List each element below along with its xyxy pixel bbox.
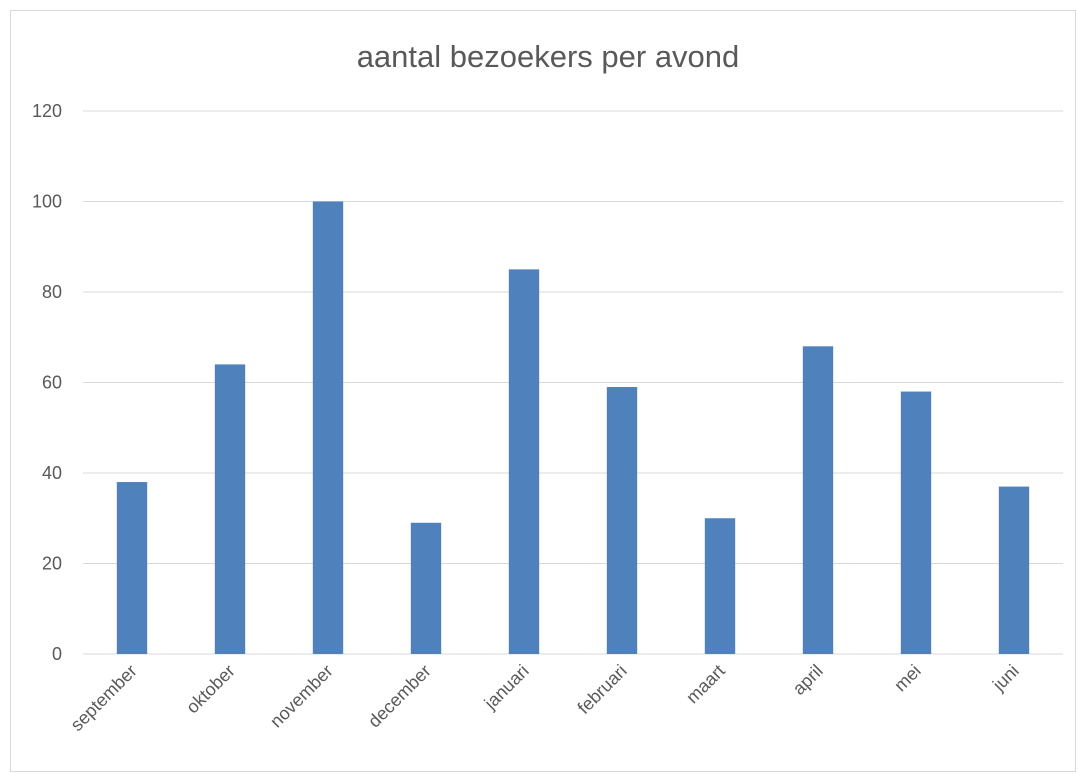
- x-tick-label-juni: juni: [988, 661, 1023, 696]
- y-tick-label: 60: [42, 373, 62, 393]
- x-tick-label-januari: januari: [480, 661, 533, 714]
- bar-juni: [998, 486, 1030, 654]
- x-tick-label-oktober: oktober: [182, 661, 239, 718]
- x-tick-label-maart: maart: [682, 661, 729, 708]
- y-axis-ticks: 0 20 40 60 80 100 120: [32, 101, 62, 664]
- y-tick-label: 20: [42, 554, 62, 574]
- bar-februari: [606, 387, 638, 654]
- x-tick-label-mei: mei: [890, 661, 925, 696]
- y-tick-label: 100: [32, 192, 62, 212]
- x-tick-label-september: september: [67, 661, 141, 735]
- y-tick-label: 120: [32, 101, 62, 121]
- bar-maart: [704, 518, 736, 654]
- bar-december: [410, 522, 442, 654]
- bar-oktober: [214, 364, 246, 654]
- bars: [116, 201, 1030, 654]
- x-axis-ticks: september oktober november december januari f…: [67, 661, 1023, 735]
- y-tick-label: 80: [42, 282, 62, 302]
- x-tick-label-december: december: [364, 661, 435, 732]
- x-tick-label-februari: februari: [574, 661, 631, 718]
- bar-september: [116, 482, 148, 654]
- chart-title: aantal bezoekers per avond: [357, 39, 740, 74]
- chart-frame: [10, 10, 1076, 772]
- bar-mei: [900, 391, 932, 654]
- x-tick-label-november: november: [266, 661, 337, 732]
- gridlines: [83, 110, 1063, 655]
- bar-november: [312, 201, 344, 654]
- x-tick-label-april: april: [789, 661, 827, 699]
- y-tick-label: 40: [42, 463, 62, 483]
- y-tick-label: 0: [52, 644, 62, 664]
- bar-april: [802, 346, 834, 654]
- bar-januari: [508, 269, 540, 654]
